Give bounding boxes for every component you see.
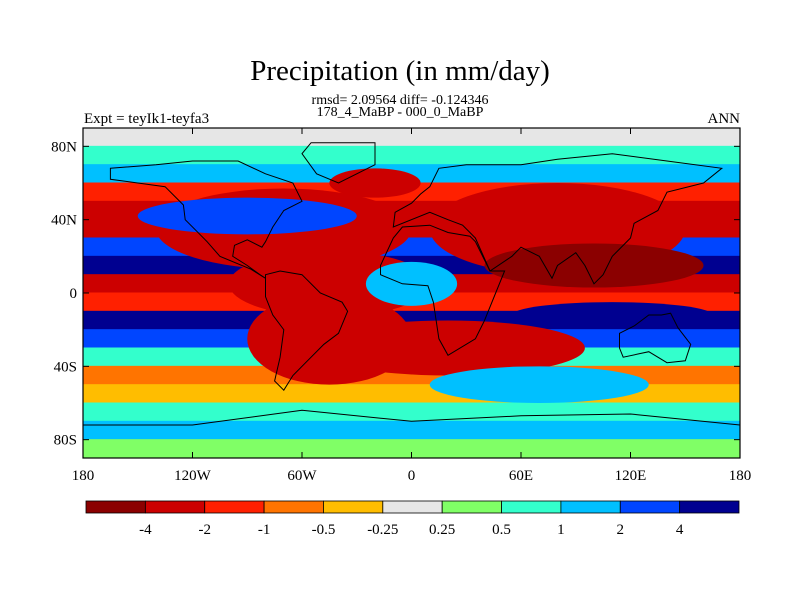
coastline [380,224,506,356]
axes: 180 120W 60W 0 60E 120E 180 80N 40N 0 40S 80S [51,128,751,484]
zonal-band [83,402,740,422]
x-tick-label: 60W [287,468,317,484]
x-tick-label: 120W [174,468,212,484]
colorbar-swatch [679,500,740,514]
anomaly-region [511,302,713,328]
y-tick-label: 40S [54,359,77,375]
coastline-outline [83,142,740,458]
coastline [83,409,740,458]
chart-subtitle-experiments: 178_4_MaBP - 000_0_MaBP [316,105,484,120]
y-tick-label: 80N [51,139,77,155]
x-tick-label: 60E [509,468,533,484]
anomaly-region [429,366,649,403]
coastline [619,312,692,364]
zonal-band [83,145,740,166]
colorbar-swatch [204,500,265,514]
chart-subtitle-stats: rmsd= 2.09564 diff= -0.124346 [311,93,489,108]
anomaly-region [311,320,585,376]
anomaly-region [365,261,458,306]
colorbar-label: 1 [557,522,565,538]
anomaly-region [329,168,421,198]
y-tick-label: 40N [51,213,77,229]
colorbar: -4 -2 -1 -0.5 -0.25 0.25 0.5 1 2 4 [85,500,740,538]
colorbar-swatch [501,500,562,514]
zonal-band [83,128,740,147]
colorbar-label: -4 [139,522,152,538]
colorbar-label: 0.5 [492,522,511,538]
colorbar-label: -1 [258,522,271,538]
anomaly-region [229,250,430,317]
coastline [392,153,724,285]
colorbar-swatch [85,500,146,514]
coastline [109,160,303,279]
x-tick-label: 120E [615,468,647,484]
zonal-band [83,164,740,184]
colorbar-swatch [323,500,384,514]
colorbar-label: -2 [198,522,211,538]
x-tick-label: 0 [408,468,416,484]
colorbar-swatch [560,500,621,514]
coastline [301,142,376,184]
colorbar-swatch [263,500,324,514]
colorbar-label: 4 [676,522,684,538]
anomaly-region [137,197,357,235]
zonal-band [83,420,740,441]
colorbar-label: 0.25 [429,522,455,538]
season-label: ANN [707,111,741,127]
x-tick-label: 180 [72,468,95,484]
x-tick-label: 180 [729,468,752,484]
chart-title: Precipitation (in mm/day) [250,55,550,87]
experiment-label: Expt = teyIk1-teyfa3 [84,111,210,127]
y-tick-label: 80S [54,433,77,449]
colorbar-label: -0.25 [367,522,398,538]
colorbar-swatch [619,500,681,514]
precipitation-field [83,128,740,458]
zonal-band [83,439,740,458]
colorbar-swatch [144,500,206,514]
colorbar-label: 2 [617,522,625,538]
y-tick-label: 0 [70,286,78,302]
anomaly-region [484,243,704,288]
colorbar-swatch [441,500,502,514]
colorbar-label: -0.5 [312,522,336,538]
colorbar-swatch [382,500,443,514]
coastline [265,270,349,391]
